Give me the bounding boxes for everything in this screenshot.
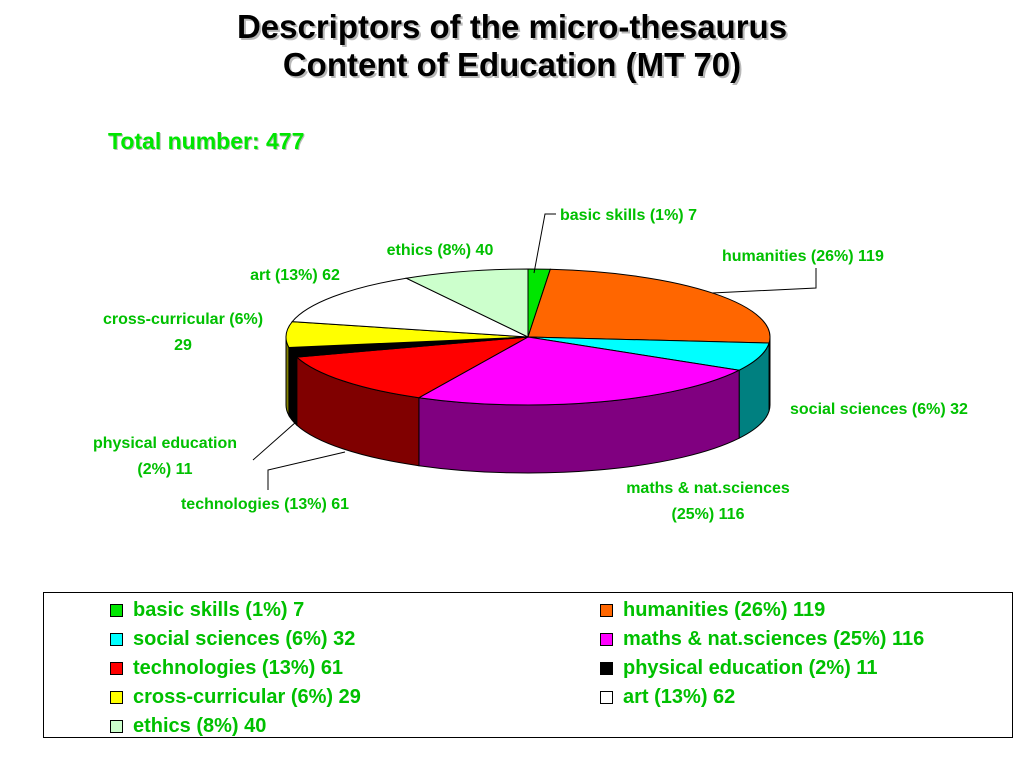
data-label-ethics: ethics (8%) 40 bbox=[387, 242, 494, 259]
legend-label-maths-nat-sciences: maths & nat.sciences (25%) 116 bbox=[623, 627, 925, 650]
data-label-technologies: technologies (13%) 61 bbox=[181, 496, 349, 513]
leader-line-technologies bbox=[267, 451, 346, 490]
legend-item-maths-nat-sciences: maths & nat.sciences (25%) 116 bbox=[600, 625, 924, 653]
data-label-maths-nat-sciences: maths & nat.sciences (25%) 116 bbox=[626, 480, 790, 523]
pie-slice-art bbox=[291, 277, 529, 338]
data-label-social-sciences: social sciences (6%) 32 bbox=[790, 401, 968, 418]
pie-slice-ethics bbox=[404, 268, 529, 338]
leader-line-humanities bbox=[711, 268, 817, 294]
legend-label-humanities: humanities (26%) 119 bbox=[623, 598, 826, 621]
data-label-basic-skills: basic skills (1%) 7 bbox=[560, 207, 697, 224]
pie-side-physical-education bbox=[288, 345, 298, 427]
legend-item-physical-education: physical education (2%) 11 bbox=[600, 654, 878, 682]
legend-label-art: art (13%) 62 bbox=[623, 685, 736, 708]
data-label-humanities: humanities (26%) 119 bbox=[722, 248, 884, 265]
legend-item-technologies: technologies (13%) 61 bbox=[110, 654, 343, 682]
legend-swatch-basic-skills bbox=[110, 603, 123, 617]
leader-line-physical-education bbox=[252, 421, 297, 461]
legend-swatch-cross-curricular bbox=[110, 690, 123, 704]
chart-title-line-1: Descriptors of the micro-thesaurus bbox=[236, 8, 788, 45]
legend-label-physical-education: physical education (2%) 11 bbox=[623, 656, 878, 679]
legend-label-cross-curricular: cross-curricular (6%) 29 bbox=[133, 685, 361, 708]
data-label-cross-curricular: cross-curricular (6%) 29 bbox=[103, 311, 263, 354]
legend-item-ethics: ethics (8%) 40 bbox=[110, 712, 266, 740]
legend-swatch-ethics bbox=[110, 719, 123, 733]
legend-label-social-sciences: social sciences (6%) 32 bbox=[133, 627, 356, 650]
legend-swatch-humanities bbox=[600, 603, 613, 617]
legend-label-basic-skills: basic skills (1%) 7 bbox=[133, 598, 305, 621]
pie-side-cross-curricular bbox=[285, 336, 290, 418]
legend-swatch-maths-nat-sciences bbox=[600, 632, 613, 646]
legend-item-cross-curricular: cross-curricular (6%) 29 bbox=[110, 683, 361, 711]
pie-slice-maths-nat-sciences bbox=[417, 336, 741, 406]
legend-item-humanities: humanities (26%) 119 bbox=[600, 596, 825, 624]
data-label-physical-education: physical education (2%) 11 bbox=[93, 435, 237, 478]
chart-legend: basic skills (1%) 7 humanities (26%) 119 s… bbox=[43, 592, 1013, 738]
pie-data-labels: basic skills (1%) 7 humanities (26%) 119 s… bbox=[93, 207, 968, 523]
legend-item-social-sciences: social sciences (6%) 32 bbox=[110, 625, 355, 653]
pie-side-walls bbox=[285, 336, 771, 474]
pie-chart: basic skills (1%) 7 humanities (26%) 119 s… bbox=[93, 207, 968, 523]
legend-item-basic-skills: basic skills (1%) 7 bbox=[110, 596, 304, 624]
legend-label-technologies: technologies (13%) 61 bbox=[133, 656, 344, 679]
chart-title: Descriptors of the micro-thesaurus Conte… bbox=[0, 8, 1024, 84]
legend-swatch-social-sciences bbox=[110, 632, 123, 646]
pie-top-faces bbox=[285, 268, 771, 406]
leader-line-basic-skills bbox=[533, 213, 556, 274]
data-label-art: art (13%) 62 bbox=[250, 267, 340, 284]
legend-swatch-technologies bbox=[110, 661, 123, 675]
legend-label-ethics: ethics (8%) 40 bbox=[133, 714, 267, 737]
chart-title-line-2: Content of Education (MT 70) bbox=[282, 46, 742, 83]
pie-slice-humanities bbox=[527, 268, 771, 344]
total-number-label: Total number: 477 bbox=[108, 128, 305, 154]
legend-item-art: art (13%) 62 bbox=[600, 683, 735, 711]
legend-swatch-physical-education bbox=[600, 661, 613, 675]
legend-swatch-art bbox=[600, 690, 613, 704]
